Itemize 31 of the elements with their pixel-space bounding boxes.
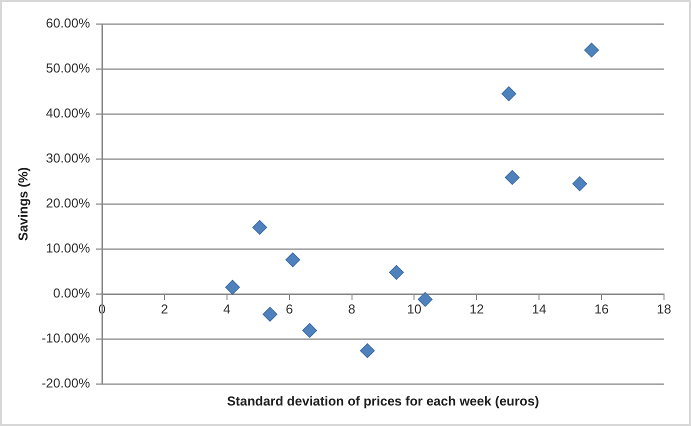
point: [584, 42, 599, 58]
point: [501, 86, 516, 102]
x-tick-label: 14: [532, 301, 546, 316]
point: [360, 343, 375, 358]
x-tick-label: 12: [469, 301, 484, 316]
x-axis-title: Standard deviation of prices for each week (euros): [226, 394, 540, 409]
point: [572, 176, 588, 192]
y-tick-label: -10.00%: [42, 330, 90, 346]
x-tick-label: 10: [406, 301, 422, 316]
y-tick-label: 20.00%: [46, 196, 90, 211]
point: [302, 323, 318, 338]
point: [225, 280, 240, 295]
point: [252, 220, 268, 235]
y-tick-label: 10.00%: [46, 240, 90, 256]
y-tick-label: 0.00%: [53, 286, 90, 301]
y-tick-label: 30.00%: [46, 150, 90, 166]
x-tick-label: 2: [160, 301, 168, 316]
x-tick-label: 6: [286, 301, 293, 316]
point: [262, 306, 278, 322]
point: [285, 252, 300, 268]
x-tick-label: 16: [594, 301, 609, 316]
y-tick-label: 60.00%: [46, 16, 90, 31]
point: [389, 265, 404, 280]
y-tick-label: -20.00%: [42, 376, 90, 391]
y-tick-label: 40.00%: [46, 106, 90, 121]
x-tick-label: 4: [223, 301, 231, 316]
point: [504, 170, 520, 185]
y-tick-label: 50.00%: [46, 60, 90, 76]
x-tick-label: 18: [656, 301, 672, 316]
x-tick-label: 8: [348, 301, 356, 316]
y-axis-title: Savings (%): [15, 167, 30, 241]
